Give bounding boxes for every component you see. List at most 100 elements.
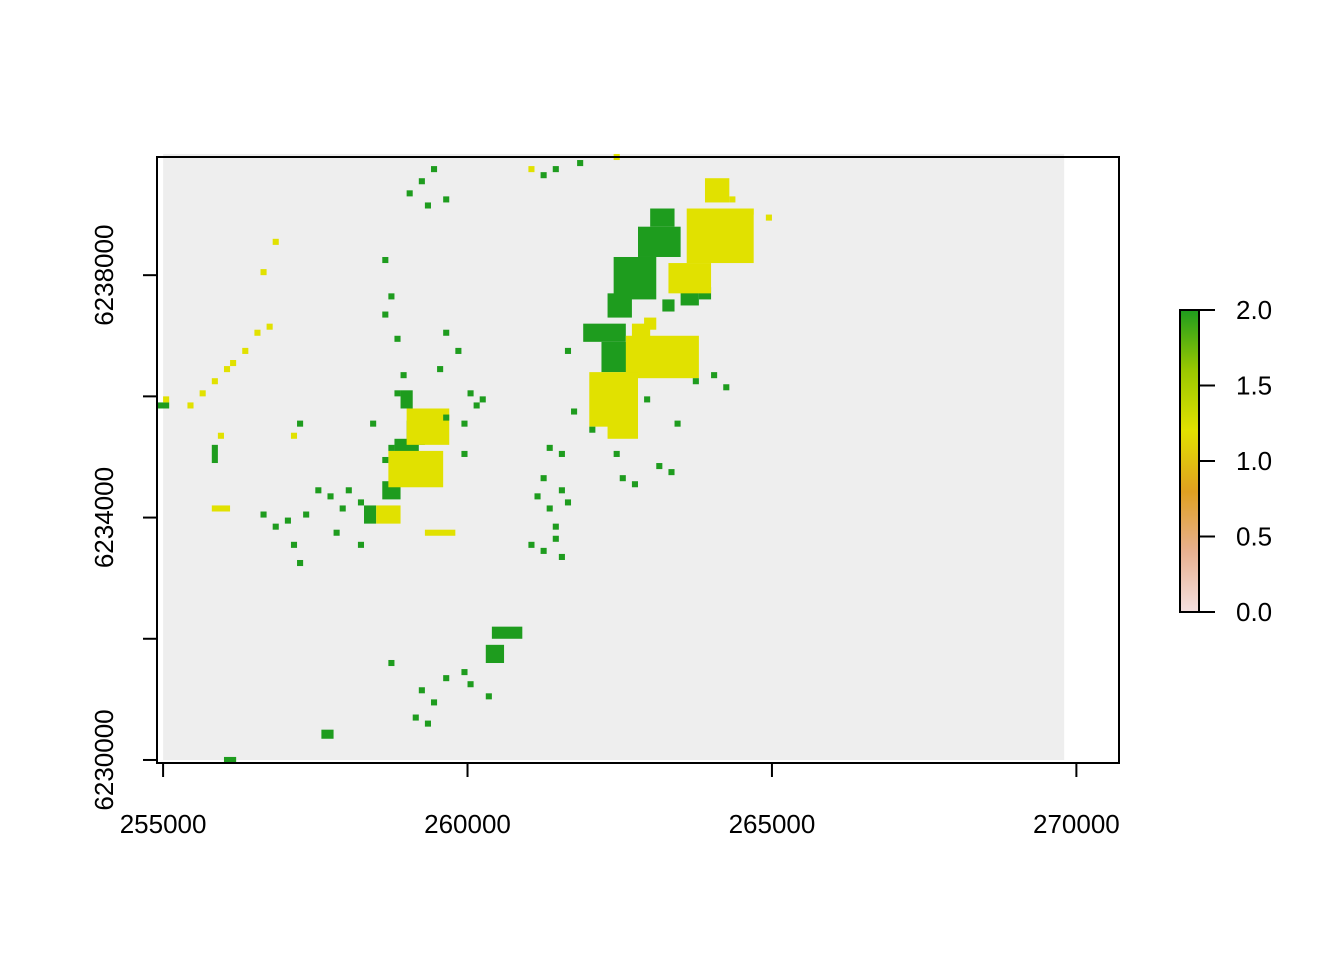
raster-cell-value-1 bbox=[187, 402, 194, 409]
raster-cell-value-2 bbox=[583, 323, 626, 342]
raster-cell-value-2 bbox=[430, 699, 438, 706]
raster-cell-value-2 bbox=[424, 202, 431, 209]
raster-cell-value-1 bbox=[163, 396, 170, 403]
raster-cell-value-1 bbox=[424, 529, 456, 536]
raster-cell-value-2 bbox=[461, 450, 468, 457]
y-tick-label: 6238000 bbox=[89, 225, 119, 326]
raster-cell-value-1 bbox=[199, 390, 206, 397]
raster-cell-value-2 bbox=[370, 420, 377, 427]
raster-cell-value-2 bbox=[540, 475, 547, 482]
raster-cell-value-2 bbox=[437, 366, 444, 373]
raster-cell-value-2 bbox=[157, 402, 170, 409]
raster-cell-value-2 bbox=[382, 311, 389, 318]
raster-cell-value-1 bbox=[230, 360, 237, 367]
raster-cell-value-2 bbox=[711, 372, 718, 379]
raster-cell-value-2 bbox=[558, 553, 565, 560]
raster-cell-value-2 bbox=[674, 420, 681, 427]
raster-cell-value-1 bbox=[223, 366, 231, 373]
raster-cell-value-1 bbox=[272, 238, 279, 245]
raster-cell-value-1 bbox=[765, 214, 772, 221]
raster-cell-value-1 bbox=[260, 269, 267, 276]
raster-cell-value-1 bbox=[211, 378, 218, 385]
raster-cell-value-1 bbox=[254, 329, 261, 336]
raster-cell-value-1 bbox=[589, 372, 638, 427]
raster-cell-value-2 bbox=[430, 166, 438, 173]
raster-cell-value-2 bbox=[723, 384, 730, 391]
raster-cell-value-2 bbox=[321, 729, 334, 739]
raster-cell-value-2 bbox=[485, 644, 505, 664]
x-tick-label: 270000 bbox=[1033, 809, 1120, 839]
raster-cell-value-1 bbox=[747, 208, 754, 215]
raster-cell-value-2 bbox=[461, 420, 468, 427]
raster-cell-value-2 bbox=[571, 408, 578, 415]
color-legend: 0.0 0.5 1.0 1.5 2.0 bbox=[1179, 295, 1272, 627]
raster-cell-value-2 bbox=[546, 505, 553, 512]
raster-layer bbox=[157, 153, 1065, 763]
raster-cell-value-2 bbox=[461, 669, 468, 676]
raster-cell-value-2 bbox=[644, 396, 651, 403]
raster-cell-value-2 bbox=[211, 444, 218, 464]
raster-cell-value-2 bbox=[284, 517, 291, 524]
raster-cell-value-1 bbox=[625, 335, 699, 379]
raster-cell-value-2 bbox=[260, 511, 267, 518]
legend-colorbar bbox=[1179, 309, 1200, 613]
raster-cell-value-2 bbox=[443, 675, 450, 682]
legend-tick-label: 1.0 bbox=[1236, 446, 1272, 476]
raster-cell-value-2 bbox=[467, 681, 474, 688]
raster-cell-value-2 bbox=[638, 226, 681, 257]
y-axis: 6230000 6234000 6238000 bbox=[89, 225, 158, 811]
raster-cell-value-2 bbox=[394, 335, 401, 342]
raster-cell-value-2 bbox=[540, 547, 547, 554]
raster-cell-value-2 bbox=[382, 456, 389, 464]
raster-cell-value-1 bbox=[242, 347, 249, 354]
raster-cell-value-2 bbox=[656, 463, 663, 470]
raster-cell-value-1 bbox=[729, 196, 736, 203]
raster-cell-value-2 bbox=[564, 347, 572, 354]
x-tick-label: 265000 bbox=[729, 809, 816, 839]
raster-cell-value-2 bbox=[223, 756, 237, 763]
raster-cell-value-2 bbox=[424, 720, 431, 727]
raster-cell-value-2 bbox=[406, 190, 413, 197]
raster-cell-value-2 bbox=[607, 293, 632, 318]
raster-cell-value-1 bbox=[290, 432, 298, 439]
raster-cell-value-2 bbox=[297, 420, 304, 427]
raster-cell-value-2 bbox=[303, 511, 310, 518]
raster-cell-value-2 bbox=[546, 444, 553, 451]
raster-cell-value-2 bbox=[692, 378, 699, 385]
raster-cell-value-2 bbox=[339, 505, 346, 512]
raster-cell-value-2 bbox=[388, 659, 395, 667]
x-tick-label: 260000 bbox=[424, 809, 511, 839]
raster-cell-value-2 bbox=[412, 714, 419, 721]
raster-cell-value-2 bbox=[631, 481, 638, 488]
raster-cell-value-2 bbox=[364, 505, 377, 524]
raster-cell-value-2 bbox=[315, 487, 322, 494]
raster-cell-value-2 bbox=[668, 469, 675, 476]
raster-cell-value-2 bbox=[564, 499, 572, 506]
raster-cell-value-2 bbox=[650, 208, 675, 227]
raster-cell-value-2 bbox=[485, 693, 492, 700]
legend-ticks: 0.0 0.5 1.0 1.5 2.0 bbox=[1199, 295, 1272, 627]
raster-cell-value-2 bbox=[613, 256, 657, 300]
raster-cell-value-2 bbox=[552, 535, 559, 542]
raster-cell-value-2 bbox=[528, 541, 535, 548]
raster-cell-value-2 bbox=[479, 396, 486, 403]
raster-cell-value-2 bbox=[473, 402, 480, 409]
raster-cell-value-2 bbox=[357, 499, 365, 506]
raster-cell-value-2 bbox=[552, 523, 559, 530]
legend-tick-label: 0.5 bbox=[1236, 522, 1272, 552]
raster-cell-value-2 bbox=[540, 172, 547, 179]
raster-cell-value-2 bbox=[357, 541, 365, 548]
raster-cell-value-1 bbox=[704, 178, 730, 203]
raster-cell-value-1 bbox=[217, 432, 224, 439]
raster-cell-value-2 bbox=[297, 559, 304, 567]
x-tick-label: 255000 bbox=[120, 809, 207, 839]
raster-cell-value-2 bbox=[327, 493, 334, 500]
raster-cell-value-2 bbox=[613, 450, 620, 457]
raster-cell-value-2 bbox=[394, 390, 401, 397]
raster-cell-value-1 bbox=[607, 420, 638, 439]
legend-tick-label: 1.5 bbox=[1236, 371, 1272, 401]
raster-cell-value-2 bbox=[400, 390, 413, 409]
raster-cell-value-2 bbox=[455, 347, 462, 354]
raster-cell-value-1 bbox=[266, 323, 273, 330]
